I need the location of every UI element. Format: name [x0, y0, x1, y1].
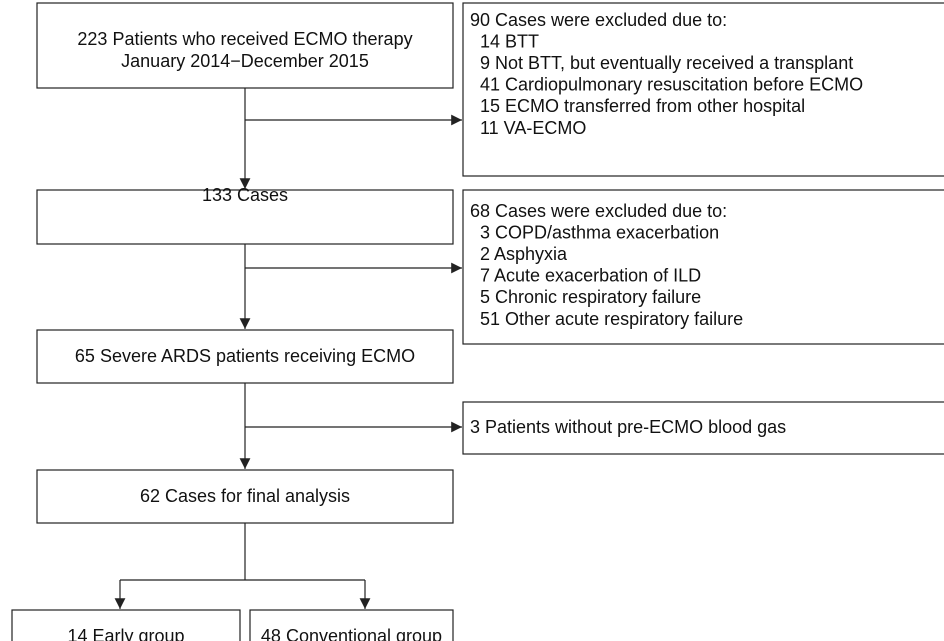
exclusion-label: 51 Other acute respiratory failure — [480, 309, 743, 329]
process-box — [11, 609, 241, 641]
exclusion-label: 5 Chronic respiratory failure — [480, 287, 701, 307]
exclusion-box — [462, 401, 944, 455]
exclusion-label: 7 Acute exacerbation of ILD — [480, 266, 701, 286]
box-label: 14 Early group — [67, 626, 184, 641]
exclusion-box — [462, 2, 944, 177]
box-label: 133 Cases — [202, 185, 288, 205]
process-box — [36, 469, 454, 524]
process-box — [249, 609, 454, 641]
exclusion-label: 68 Cases were excluded due to: — [470, 201, 727, 221]
exclusion-label: 15 ECMO transferred from other hospital — [480, 96, 805, 116]
exclusion-label: 2 Asphyxia — [480, 244, 568, 264]
process-box — [36, 329, 454, 384]
exclusion-label: 9 Not BTT, but eventually received a tra… — [480, 53, 853, 73]
box-label: 223 Patients who received ECMO therapy — [77, 29, 412, 49]
exclusion-label: 3 Patients without pre-ECMO blood gas — [470, 417, 786, 437]
exclusion-label: 41 Cardiopulmonary resuscitation before … — [480, 75, 863, 95]
exclusion-box — [462, 189, 944, 345]
exclusion-label: 14 BTT — [480, 31, 539, 51]
exclusion-label: 90 Cases were excluded due to: — [470, 10, 727, 30]
exclusion-label: 3 COPD/asthma exacerbation — [480, 222, 719, 242]
box-label: 62 Cases for final analysis — [140, 486, 350, 506]
connectors — [114, 88, 462, 609]
box-label: 48 Conventional group — [261, 626, 442, 641]
box-label: January 2014−December 2015 — [121, 51, 369, 71]
box-label: 65 Severe ARDS patients receiving ECMO — [75, 346, 415, 366]
exclusion-label: 11 VA-ECMO — [480, 118, 586, 138]
process-box — [36, 189, 454, 245]
process-box — [36, 2, 454, 89]
